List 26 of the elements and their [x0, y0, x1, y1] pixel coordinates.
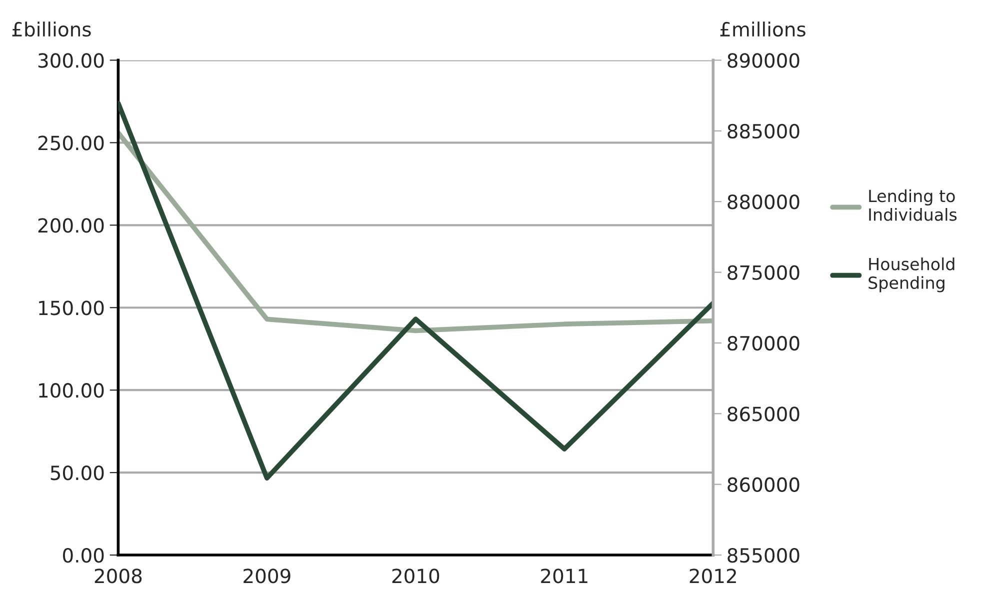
x-tick-label: 2010: [392, 568, 440, 584]
y2-tick-label: 870000: [728, 336, 800, 351]
y-tick-label: 0.00: [62, 548, 104, 563]
y-tick-label: 200.00: [38, 218, 104, 233]
y-tick-label: 250.00: [38, 136, 104, 150]
y-tick-label: 50.00: [50, 466, 104, 480]
x-tick-label: 2008: [94, 568, 142, 584]
line-series: [118, 130, 714, 334]
x-tick-label: 2009: [244, 568, 290, 584]
legend-label: Household Spending: [868, 257, 954, 292]
x-tick-label: 2012: [690, 568, 736, 584]
y-tick-label: 300.00: [38, 53, 104, 68]
y2-tick-label: 860000: [728, 477, 800, 492]
y2-tick-label: 880000: [728, 194, 800, 210]
legend-label: Lending to Individuals: [869, 189, 957, 221]
y2-tick-label: 875000: [728, 265, 800, 280]
y-tick-label: 150.00: [39, 300, 104, 316]
y2-tick-label: 855000: [728, 548, 800, 563]
y2-tick-label: 865000: [728, 406, 800, 422]
y-tick-label: 100.00: [39, 383, 104, 398]
x-tick-label: 2011: [541, 568, 588, 584]
y-axis-title: £billions: [12, 22, 91, 37]
y2-tick-label: 885000: [728, 124, 800, 139]
line-series: [118, 100, 714, 481]
y2-axis-title: £millions: [720, 22, 806, 37]
y2-tick-label: 890000: [728, 53, 800, 68]
